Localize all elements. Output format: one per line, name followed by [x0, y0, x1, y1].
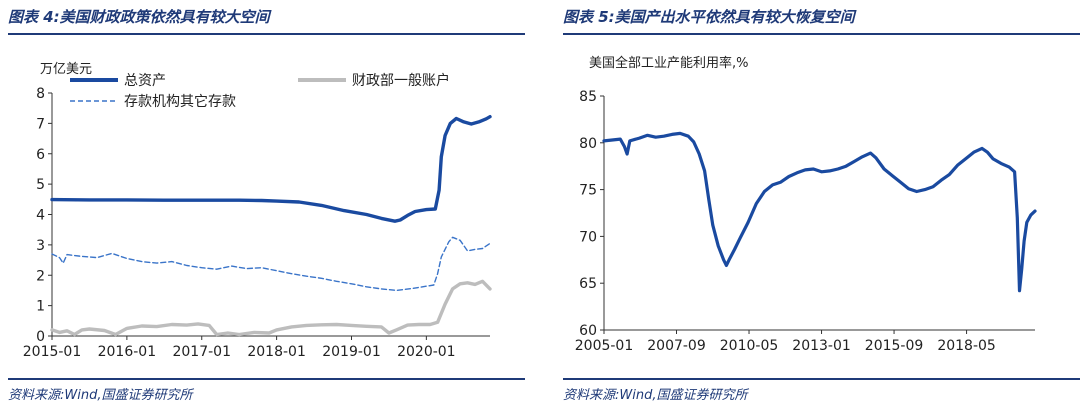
- legend-label-3: 存款机构其它存款: [124, 93, 236, 110]
- y-tick-label: 70: [579, 229, 597, 245]
- y-tick-label: 2: [36, 268, 45, 284]
- title-rule: [8, 33, 525, 35]
- x-tick-label: 2013-01: [792, 338, 851, 354]
- panel-left: 图表 4:美国财政政策依然具有较大空间 万亿美元 0 1 2 3 4 5 6 7 8 2015-01…: [0, 0, 525, 410]
- y-tick-label: 75: [579, 183, 597, 199]
- x-tick-label: 2017-01: [172, 344, 231, 360]
- chart-federal-reserve-assets: 万亿美元 0 1 2 3 4 5 6 7 8 2015-01 2016-01 2017-01 2018-0…: [23, 62, 492, 360]
- x-tick-label: 2016-01: [98, 344, 157, 360]
- source-note-4: 资料来源:Wind,国盛证券研究所: [8, 388, 193, 403]
- y-tick-label: 4: [36, 208, 45, 224]
- x-tick-label: 2015-01: [23, 344, 82, 360]
- series-line-2: [50, 279, 492, 337]
- figure-title-5: 图表 5:美国产出水平依然具有较大恢复空间: [563, 8, 855, 26]
- y-tick-label: 3: [36, 238, 45, 254]
- y-tick-label: 0: [36, 329, 45, 345]
- y-tick-label: 5: [36, 177, 45, 193]
- x-tick-label: 2010-05: [720, 338, 779, 354]
- unit-label: 万亿美元: [40, 62, 92, 77]
- x-tick-label: 2019-01: [322, 344, 381, 360]
- title-rule: [563, 33, 1080, 35]
- chart-capacity-utilization: 美国全部工业产能利用率,% 60 65 70 75 80 85 2005-01 2007-09 2…: [575, 55, 1037, 354]
- panel-right: 图表 5:美国产出水平依然具有较大恢复空间 美国全部工业产能利用率,% 60 65 7…: [555, 0, 1080, 410]
- y-tick-label: 1: [36, 299, 45, 315]
- x-tick-label: 2005-01: [575, 338, 634, 354]
- x-tick-label: 2018-01: [247, 344, 306, 360]
- x-tick-label: 2020-01: [397, 344, 456, 360]
- y-tick-label: 85: [579, 89, 597, 105]
- series-line-1: [602, 131, 1037, 293]
- y-tick-label: 7: [36, 116, 45, 132]
- unit-label: 美国全部工业产能利用率,%: [589, 55, 749, 71]
- y-tick-label: 65: [579, 276, 597, 292]
- y-tick-label: 8: [36, 86, 45, 102]
- series-line-1: [50, 115, 492, 223]
- y-tick-label: 80: [579, 136, 597, 152]
- figure-title-4: 图表 4:美国财政政策依然具有较大空间: [8, 8, 270, 26]
- y-tick-label: 6: [36, 147, 45, 163]
- source-rule: [563, 378, 1080, 380]
- x-tick-label: 2007-09: [647, 338, 706, 354]
- legend-label-2: 财政部一般账户: [352, 72, 450, 89]
- legend-label-1: 总资产: [124, 73, 166, 89]
- y-tick-label: 60: [579, 323, 597, 339]
- x-tick-label: 2015-09: [865, 338, 924, 354]
- series-line-3: [51, 236, 491, 292]
- source-rule: [8, 378, 525, 380]
- source-note-5: 资料来源:Wind,国盛证券研究所: [563, 388, 748, 403]
- x-tick-label: 2018-05: [937, 338, 996, 354]
